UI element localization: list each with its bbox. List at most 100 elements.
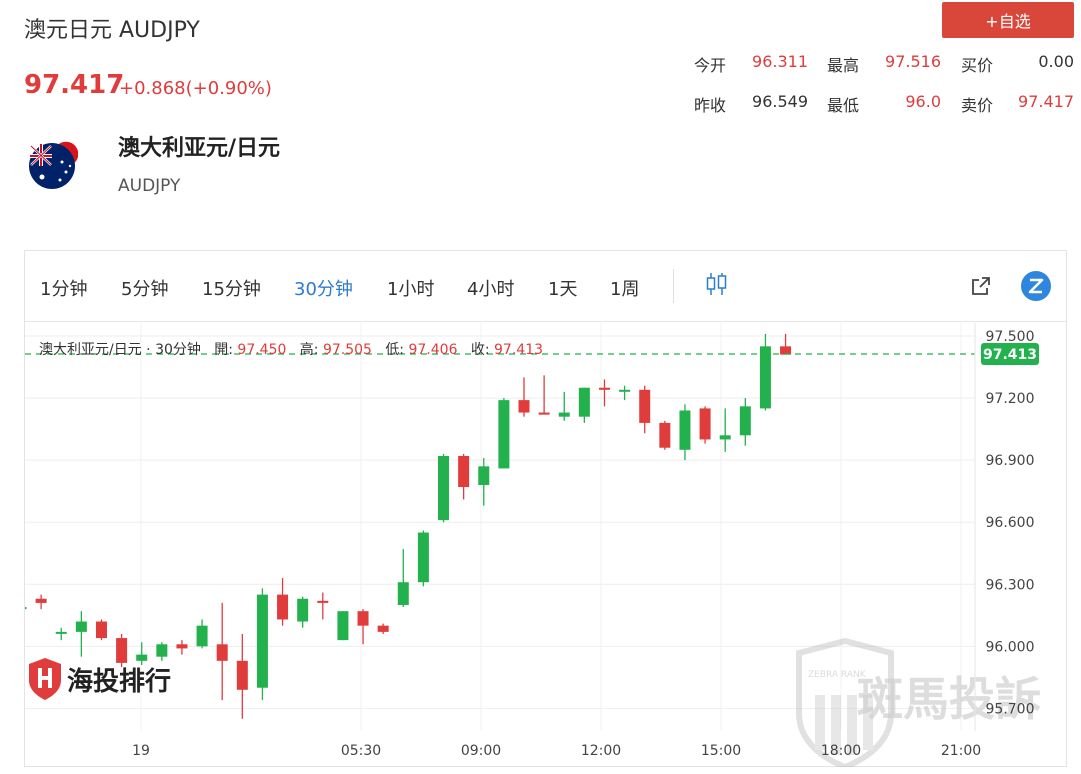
candle-body bbox=[780, 346, 792, 355]
add-watchlist-button[interactable]: +自选 bbox=[942, 2, 1074, 38]
chart-legend: 澳大利亚元/日元 · 30分钟 開: 97.450 高: 97.505 低: 9… bbox=[39, 339, 543, 359]
candle bbox=[317, 592, 329, 620]
chart-panel: 1分钟 5分钟 15分钟 30分钟 1小时 4小时 1天 1周 bbox=[24, 250, 1067, 767]
ask-value: 97.417 bbox=[1018, 92, 1074, 111]
candle-body bbox=[558, 412, 570, 417]
legend-high-label: 高: bbox=[299, 342, 319, 358]
candle-body bbox=[377, 625, 389, 632]
tab-15min[interactable]: 15分钟 bbox=[202, 279, 261, 300]
candle-body bbox=[639, 389, 651, 423]
candle bbox=[25, 607, 27, 610]
y-tick-label: 95.700 bbox=[986, 701, 1035, 717]
candle bbox=[357, 609, 369, 645]
candle bbox=[719, 408, 731, 452]
candle bbox=[55, 627, 67, 641]
y-tick-label: 97.500 bbox=[986, 329, 1035, 345]
candle bbox=[498, 398, 510, 469]
candle bbox=[417, 530, 429, 587]
x-tick-label: 19 bbox=[132, 743, 150, 759]
candle bbox=[337, 611, 349, 641]
external-link-icon[interactable] bbox=[970, 275, 992, 297]
candlestick-type-icon[interactable] bbox=[705, 271, 729, 297]
candle bbox=[156, 642, 168, 661]
candle bbox=[679, 404, 691, 461]
tab-1day[interactable]: 1天 bbox=[548, 279, 578, 300]
candle-body bbox=[679, 410, 691, 450]
last-price-tag bbox=[981, 343, 1039, 366]
candle-body bbox=[619, 389, 631, 392]
tab-1hour[interactable]: 1小时 bbox=[387, 279, 435, 300]
candle bbox=[558, 391, 570, 421]
x-tick-label: 18:00 bbox=[821, 743, 861, 759]
tab-1week[interactable]: 1周 bbox=[610, 279, 640, 300]
candle-body bbox=[357, 611, 369, 626]
legend-close: 97.413 bbox=[494, 342, 544, 358]
x-axis: 19 05:30 09:00 12:00 15:00 18:00 21:00 bbox=[132, 743, 981, 759]
high-value: 97.516 bbox=[885, 52, 941, 71]
open-value: 96.311 bbox=[752, 52, 808, 71]
candle-body bbox=[35, 598, 47, 603]
high-label: 最高 bbox=[827, 56, 860, 75]
quote-row-2: 昨收 96.549 最低 96.0 卖价 97.417 bbox=[694, 92, 1074, 128]
candle-body bbox=[438, 456, 450, 521]
candle-body bbox=[458, 456, 470, 488]
y-tick-label: 96.000 bbox=[986, 639, 1035, 655]
candle bbox=[196, 619, 208, 649]
candle bbox=[116, 633, 128, 668]
candle bbox=[95, 619, 107, 641]
price-change: +0.868(+0.90%) bbox=[119, 78, 272, 99]
candle-body bbox=[317, 600, 329, 603]
candle bbox=[136, 642, 148, 665]
low-value: 96.0 bbox=[905, 92, 941, 111]
watermark-left-text: 海投排行 bbox=[67, 666, 171, 697]
candle bbox=[699, 406, 711, 444]
current-price: 97.417 bbox=[24, 70, 125, 100]
prev-close-value: 96.549 bbox=[752, 92, 808, 111]
candle-body bbox=[297, 598, 309, 622]
legend-low: 97.406 bbox=[408, 342, 458, 358]
x-tick-label: 12:00 bbox=[581, 743, 621, 759]
candle-body bbox=[136, 654, 148, 661]
candle-body bbox=[739, 406, 751, 436]
candlestick-chart[interactable]: 海投排行 ZEBRA RANK 斑馬投訴 97.413 97.500 97.200… bbox=[25, 323, 1068, 767]
tab-4hour[interactable]: 4小时 bbox=[467, 279, 515, 300]
tab-1min[interactable]: 1分钟 bbox=[40, 279, 88, 300]
candle bbox=[458, 453, 470, 500]
candle bbox=[256, 588, 268, 701]
candle bbox=[659, 420, 671, 450]
legend-open-label: 開: bbox=[214, 342, 233, 358]
y-tick-label: 96.900 bbox=[986, 453, 1035, 469]
bid-label: 买价 bbox=[961, 56, 994, 75]
x-tick-label: 21:00 bbox=[941, 743, 981, 759]
candle-body bbox=[25, 607, 27, 610]
tab-5min[interactable]: 5分钟 bbox=[121, 279, 169, 300]
candle bbox=[478, 458, 490, 506]
candle bbox=[538, 375, 550, 415]
x-tick-label: 15:00 bbox=[701, 743, 741, 759]
candle-body bbox=[759, 346, 771, 409]
ask-label: 卖价 bbox=[961, 96, 994, 115]
chart-grid bbox=[25, 323, 975, 731]
page-title: 澳元日元 AUDJPY bbox=[24, 18, 200, 43]
quote-row-1: 今开 96.311 最高 97.516 买价 0.00 bbox=[694, 52, 1074, 88]
australia-flag-icon bbox=[29, 140, 78, 189]
tab-30min[interactable]: 30分钟 bbox=[294, 279, 353, 300]
candle-body bbox=[236, 660, 248, 690]
candle-body bbox=[498, 400, 510, 469]
zebra-rank-badge-icon: ZEBRA RANK bbox=[796, 637, 894, 767]
chart-toolbar: 1分钟 5分钟 15分钟 30分钟 1小时 4小时 1天 1周 bbox=[25, 251, 1066, 322]
candle bbox=[397, 549, 409, 608]
candle-body bbox=[397, 582, 409, 605]
candle bbox=[780, 333, 792, 355]
tradingview-logo-icon[interactable] bbox=[1021, 271, 1051, 301]
candle-body bbox=[719, 435, 731, 440]
candle-body bbox=[75, 621, 87, 632]
candle-body bbox=[699, 408, 711, 440]
candle-body bbox=[55, 631, 67, 634]
candle-body bbox=[598, 387, 610, 390]
instrument-name: 澳大利亚元/日元 bbox=[118, 136, 281, 161]
candle-body bbox=[337, 611, 349, 641]
candle-body bbox=[518, 400, 530, 413]
prev-close-label: 昨收 bbox=[694, 96, 727, 115]
candle-body bbox=[578, 387, 590, 417]
